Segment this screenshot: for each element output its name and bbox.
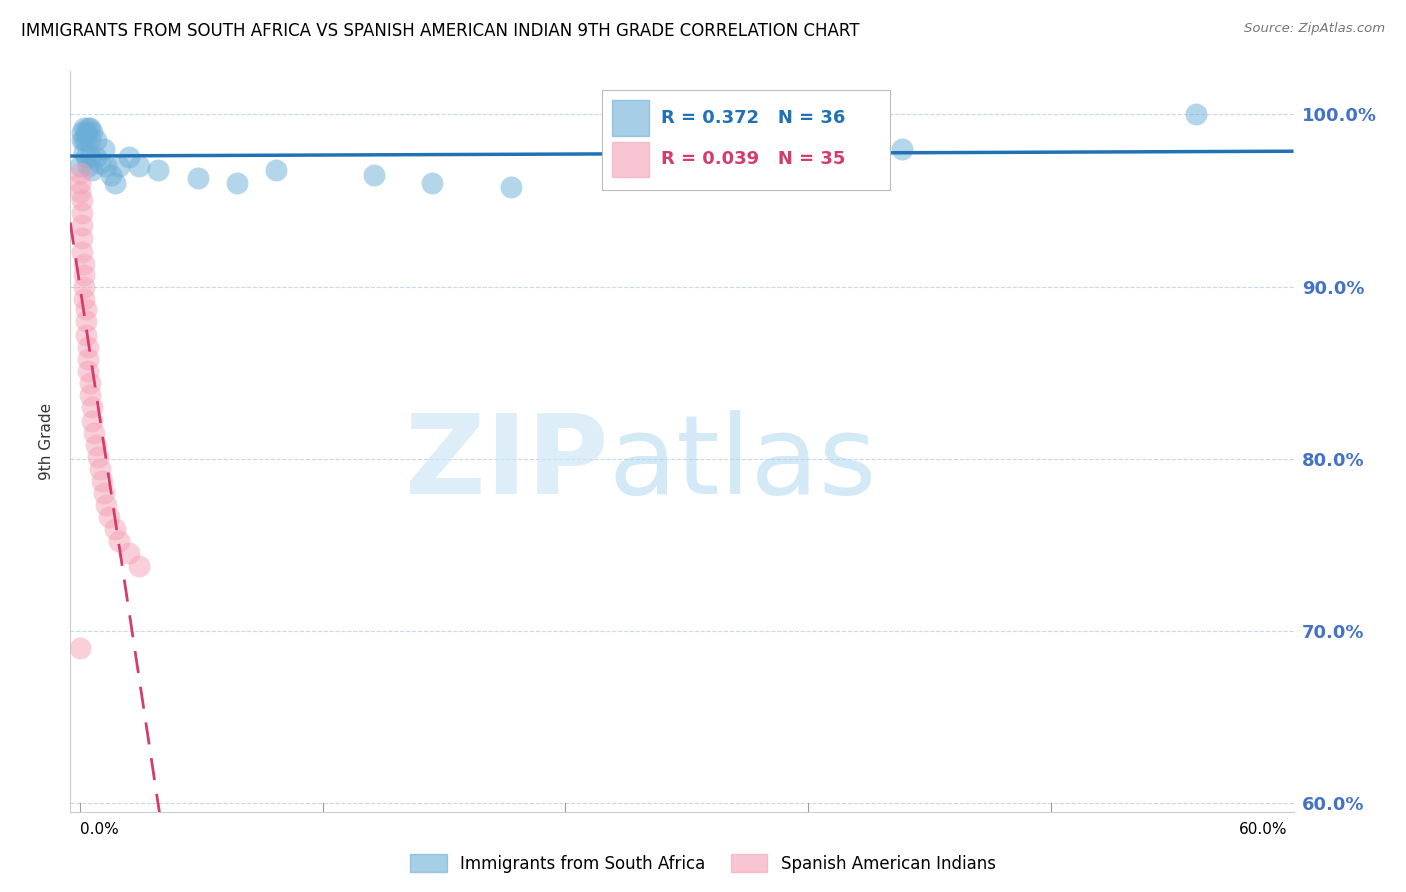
Point — [118, 151, 141, 165]
Point — [89, 155, 111, 169]
Point — [73, 279, 96, 293]
Point — [93, 486, 115, 500]
Legend: Immigrants from South Africa, Spanish American Indians: Immigrants from South Africa, Spanish Am… — [404, 847, 1002, 880]
Point — [70, 194, 93, 208]
Point — [499, 179, 522, 194]
Text: IMMIGRANTS FROM SOUTH AFRICA VS SPANISH AMERICAN INDIAN 9TH GRADE CORRELATION CH: IMMIGRANTS FROM SOUTH AFRICA VS SPANISH … — [21, 22, 859, 40]
Point — [79, 121, 101, 136]
Point — [75, 314, 97, 328]
Point — [108, 159, 131, 173]
Point — [73, 121, 96, 136]
Point — [363, 168, 385, 182]
Point — [108, 534, 131, 549]
Point — [225, 176, 247, 190]
Point — [422, 176, 444, 190]
FancyBboxPatch shape — [612, 100, 650, 136]
Point — [75, 125, 97, 139]
Point — [94, 159, 117, 173]
Point — [90, 474, 112, 488]
Point — [264, 162, 287, 177]
Point — [69, 641, 91, 656]
Point — [80, 400, 103, 414]
FancyBboxPatch shape — [602, 90, 890, 190]
Point — [84, 438, 107, 452]
Point — [79, 388, 101, 402]
Text: Source: ZipAtlas.com: Source: ZipAtlas.com — [1244, 22, 1385, 36]
Point — [70, 125, 93, 139]
Point — [84, 151, 107, 165]
Point — [80, 125, 103, 139]
Point — [75, 151, 97, 165]
Point — [104, 176, 127, 190]
Point — [73, 268, 96, 282]
Point — [70, 205, 93, 219]
Point — [84, 133, 107, 147]
Point — [77, 364, 100, 378]
Point — [75, 133, 97, 147]
Point — [100, 168, 122, 182]
Point — [73, 292, 96, 306]
Text: ZIP: ZIP — [405, 410, 609, 517]
Point — [69, 176, 91, 190]
Point — [86, 450, 108, 464]
Text: R = 0.372   N = 36: R = 0.372 N = 36 — [661, 109, 845, 127]
Text: 60.0%: 60.0% — [1239, 822, 1288, 837]
FancyBboxPatch shape — [612, 142, 650, 178]
Point — [695, 151, 717, 165]
Point — [83, 425, 105, 440]
Point — [128, 558, 150, 573]
Text: 0.0%: 0.0% — [80, 822, 120, 837]
Point — [79, 133, 101, 147]
Point — [69, 159, 91, 173]
Point — [186, 171, 208, 186]
Point — [75, 327, 97, 342]
Point — [94, 498, 117, 512]
Point — [75, 301, 97, 316]
Point — [79, 151, 101, 165]
Point — [80, 414, 103, 428]
Point — [98, 510, 121, 524]
Point — [891, 142, 914, 156]
Point — [80, 162, 103, 177]
Point — [1184, 107, 1206, 121]
Point — [118, 546, 141, 560]
Point — [93, 142, 115, 156]
Point — [89, 462, 111, 476]
Point — [70, 231, 93, 245]
Point — [104, 522, 127, 536]
Point — [73, 257, 96, 271]
Point — [79, 376, 101, 390]
Point — [77, 351, 100, 366]
Point — [73, 145, 96, 160]
Text: R = 0.039   N = 35: R = 0.039 N = 35 — [661, 151, 845, 169]
Point — [69, 185, 91, 199]
Y-axis label: 9th Grade: 9th Grade — [39, 403, 55, 480]
Point — [69, 166, 91, 180]
Point — [70, 133, 93, 147]
Point — [148, 162, 170, 177]
Point — [77, 159, 100, 173]
Point — [70, 245, 93, 260]
Text: atlas: atlas — [609, 410, 877, 517]
Point — [70, 218, 93, 232]
Point — [77, 340, 100, 354]
Point — [128, 159, 150, 173]
Point — [73, 133, 96, 147]
Point — [77, 121, 100, 136]
